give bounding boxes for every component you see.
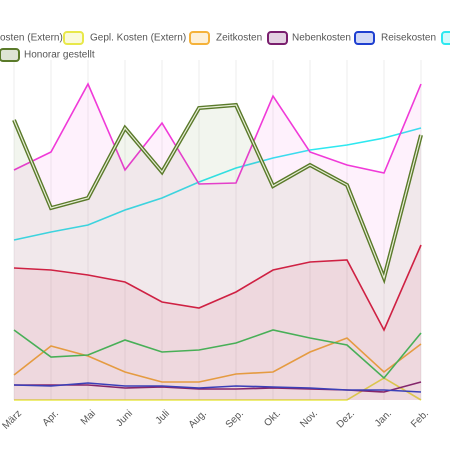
area: [14, 105, 421, 400]
legend-label: Zeitkosten: [216, 33, 262, 44]
line: [13, 337, 422, 383]
line: [13, 382, 422, 393]
x-tick-label: Juli: [154, 408, 172, 426]
x-tick-label: Sep.: [224, 408, 246, 430]
x-tick-label: Feb.: [409, 408, 431, 430]
legend-swatch: [354, 31, 375, 45]
x-tick-label: März: [0, 408, 24, 432]
area: [14, 245, 421, 400]
line: [14, 377, 422, 401]
line-inner: [13, 104, 422, 280]
legend-swatch: [63, 31, 84, 45]
line: [13, 244, 422, 332]
legend-swatch: [441, 31, 450, 45]
legend-label: Reisekosten: [381, 33, 436, 44]
area: [14, 84, 421, 400]
line: [13, 82, 422, 185]
x-tick-label: Juni: [114, 408, 135, 429]
line: [13, 127, 422, 241]
legend-swatch: [0, 48, 20, 62]
x-tick-label: Apr.: [41, 408, 61, 428]
legend-label: Nebenkosten: [292, 33, 351, 44]
x-tick-label: Aug.: [187, 408, 209, 430]
x-tick-label: Jan.: [373, 408, 394, 429]
x-tick-label: Okt.: [262, 408, 283, 429]
line: [13, 329, 422, 380]
x-tick-label: Dez.: [335, 408, 357, 430]
x-tick-label: Mai: [79, 408, 98, 427]
legend-label: Honorar gestellt: [24, 50, 95, 61]
x-tick-label: Nov.: [298, 408, 320, 430]
legend-swatch: [189, 31, 210, 45]
legend-label: Gepl. Kosten (Extern): [90, 33, 186, 44]
legend-swatch: [267, 31, 288, 45]
legend-label: osten (Extern): [0, 33, 63, 44]
